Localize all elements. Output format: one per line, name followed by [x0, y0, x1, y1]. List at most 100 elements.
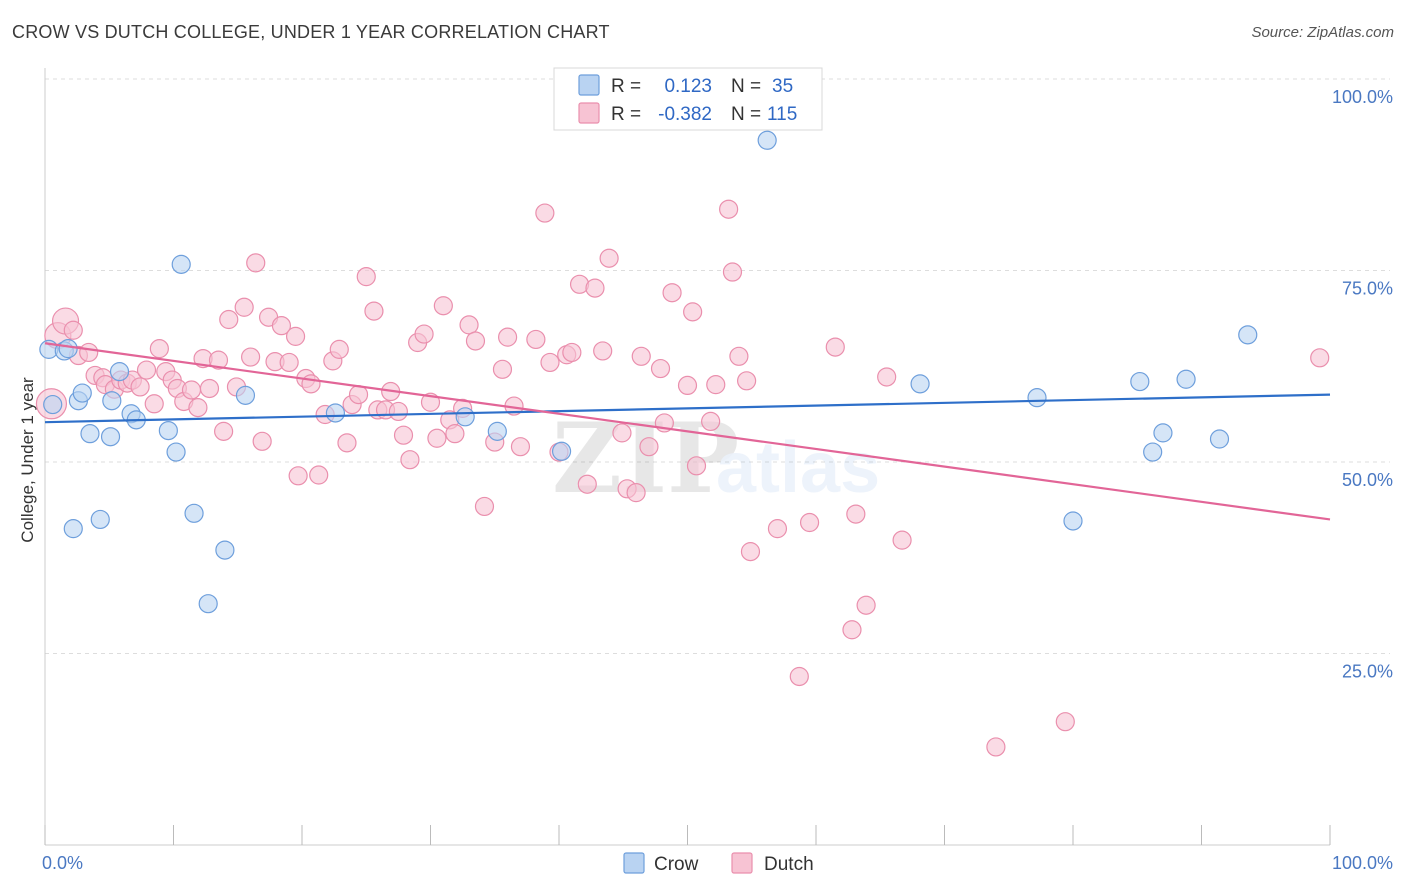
- crow-point: [1130, 371, 1150, 392]
- dutch-point: [662, 283, 682, 303]
- dutch-point: [626, 483, 646, 503]
- crow-point: [198, 594, 218, 614]
- axes: [44, 68, 1331, 846]
- dutch-point: [789, 666, 809, 687]
- dutch-point: [214, 421, 234, 441]
- dutch-point: [631, 346, 651, 366]
- dutch-point: [585, 278, 605, 298]
- crow-point: [1238, 325, 1258, 345]
- crow-point: [215, 540, 235, 560]
- crow-point: [166, 442, 186, 462]
- crow-point: [43, 394, 63, 415]
- dutch-point: [740, 542, 761, 562]
- dutch-point: [677, 375, 698, 395]
- dutch-point: [348, 384, 369, 405]
- crow-point: [551, 441, 572, 461]
- crow-point: [325, 403, 346, 423]
- crow-point: [757, 130, 777, 150]
- legend-dutch-r-label: R =: [611, 104, 641, 125]
- series-legend: Crow Dutch: [623, 852, 814, 875]
- dutch-point: [737, 371, 757, 391]
- crow-point: [1143, 442, 1163, 462]
- legend-dutch-swatch: [578, 102, 600, 124]
- dutch-point: [986, 737, 1006, 757]
- crow-point: [100, 427, 121, 447]
- dutch-point: [599, 248, 619, 268]
- bottom-legend-dutch-label: Dutch: [764, 854, 814, 875]
- legend-crow-n-value: 35: [772, 76, 793, 97]
- dutch-point: [498, 327, 518, 347]
- crow-point: [80, 424, 100, 444]
- crow-point: [171, 254, 191, 274]
- dutch-point: [593, 341, 613, 361]
- dutch-point: [562, 342, 582, 363]
- x-tick-label-min: 0.0%: [42, 853, 83, 873]
- dutch-point: [252, 431, 272, 451]
- crow-points: [39, 130, 1258, 614]
- dutch-point: [136, 360, 157, 380]
- crow-point: [487, 421, 507, 441]
- dutch-point: [329, 339, 349, 359]
- legend-crow-swatch: [578, 74, 600, 96]
- dutch-point: [337, 433, 357, 453]
- dutch-point: [199, 378, 220, 399]
- crow-point: [184, 503, 204, 523]
- crow-point: [1153, 423, 1173, 443]
- correlation-legend: R = 0.123 N = 35 R = -0.382 N = 115: [553, 67, 823, 131]
- dutch-point: [459, 315, 479, 335]
- dutch-point: [722, 262, 743, 282]
- dutch-point: [234, 297, 254, 317]
- dutch-point: [79, 342, 99, 363]
- crow-point: [455, 407, 475, 427]
- y-tick-label-2: 50.0%: [1342, 470, 1393, 490]
- crow-point: [1176, 369, 1196, 389]
- dutch-point: [301, 374, 321, 394]
- dutch-point: [433, 296, 453, 316]
- dutch-point: [492, 359, 513, 379]
- grid-lines: [45, 78, 1390, 654]
- dutch-point: [465, 331, 486, 351]
- bottom-legend-crow-label: Crow: [654, 854, 699, 875]
- dutch-point: [639, 437, 659, 457]
- chart-title: CROW VS DUTCH COLLEGE, UNDER 1 YEAR CORR…: [12, 22, 610, 42]
- dutch-point: [686, 456, 707, 476]
- dutch-point: [63, 320, 83, 340]
- dutch-point: [445, 424, 465, 444]
- dutch-point: [706, 375, 726, 395]
- bottom-legend-dutch-swatch: [731, 852, 753, 874]
- crow-point: [1063, 511, 1083, 531]
- dutch-point: [219, 309, 239, 330]
- dutch-point: [181, 380, 202, 400]
- crow-point: [58, 339, 78, 359]
- crow-point: [102, 391, 122, 411]
- legend-crow-n-label: N =: [731, 76, 761, 97]
- dutch-point: [279, 352, 299, 373]
- crow-trend-line: [44, 393, 1331, 424]
- crow-point: [235, 385, 256, 405]
- dutch-point: [535, 203, 555, 223]
- dutch-point: [650, 358, 671, 379]
- y-axis-label: College, Under 1 year: [18, 377, 37, 543]
- y-tick-label-0: 100.0%: [1332, 87, 1393, 107]
- crow-point: [1209, 429, 1230, 449]
- dutch-point: [892, 530, 912, 550]
- dutch-point: [877, 367, 897, 387]
- dutch-point: [414, 324, 434, 344]
- dutch-point: [729, 346, 749, 366]
- trend-lines: [44, 342, 1331, 521]
- watermark-atlas: atlas: [716, 428, 880, 508]
- x-tick-label-max: 100.0%: [1332, 853, 1393, 873]
- dutch-point: [510, 437, 531, 457]
- legend-crow-r-label: R =: [611, 76, 641, 97]
- crow-point: [910, 374, 930, 394]
- dutch-point: [400, 450, 420, 470]
- crow-point: [90, 509, 110, 530]
- y-tick-labels: 100.0% 75.0% 50.0% 25.0%: [1332, 87, 1393, 682]
- bottom-legend-crow-swatch: [623, 852, 645, 874]
- dutch-point: [285, 326, 306, 346]
- dutch-point: [393, 425, 414, 445]
- dutch-trend-line: [44, 342, 1331, 521]
- dutch-point: [526, 329, 546, 350]
- legend-dutch-r-value: -0.382: [658, 104, 712, 125]
- dutch-point: [842, 620, 862, 640]
